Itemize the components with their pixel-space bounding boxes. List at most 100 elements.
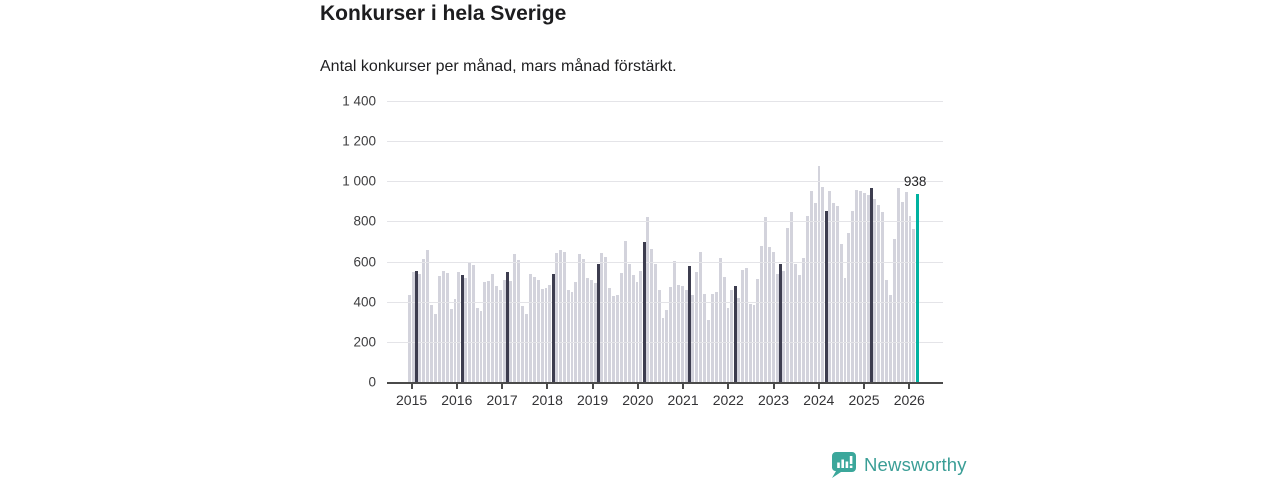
x-tick-label: 2025	[848, 392, 880, 408]
bar	[536, 279, 540, 382]
x-axis-tick	[636, 384, 639, 389]
bar	[748, 303, 752, 382]
bar	[457, 271, 461, 382]
bar-march	[824, 211, 828, 382]
bar	[756, 278, 760, 382]
bar	[736, 297, 740, 382]
bar	[805, 216, 809, 382]
x-axis-tick	[727, 384, 730, 389]
newsworthy-icon	[831, 451, 857, 478]
gridline	[387, 141, 943, 143]
value-annotation: 938	[903, 173, 927, 189]
bar	[627, 263, 631, 382]
x-tick-label: 2024	[803, 392, 835, 408]
bar	[619, 272, 623, 382]
y-tick-label: 600	[353, 254, 376, 270]
bar	[859, 191, 862, 382]
bar	[714, 291, 718, 382]
bar	[593, 282, 597, 382]
bar	[760, 245, 764, 382]
bar	[418, 273, 422, 382]
bar	[764, 217, 768, 382]
bar	[616, 294, 619, 382]
bar	[855, 190, 859, 382]
bar	[684, 289, 688, 382]
bar	[582, 258, 586, 382]
bar-march	[460, 274, 464, 382]
bar-march	[779, 263, 783, 382]
bar	[408, 294, 411, 382]
bar	[843, 277, 847, 382]
bar	[831, 203, 835, 382]
y-tick-label: 400	[353, 294, 376, 310]
bar	[877, 205, 881, 382]
bar	[574, 281, 578, 382]
bar	[681, 285, 684, 382]
bar	[521, 305, 525, 382]
bar	[608, 287, 612, 382]
bar	[847, 233, 851, 382]
chart-title: Konkurser i hela Sverige	[320, 2, 567, 25]
bar	[491, 273, 495, 382]
x-axis-tick	[908, 384, 911, 389]
bar-march	[733, 285, 737, 382]
bar	[768, 246, 771, 382]
bar	[558, 249, 562, 382]
bar	[801, 257, 805, 382]
bar-march	[688, 265, 692, 382]
bar	[885, 279, 889, 382]
bar	[590, 279, 593, 382]
bar	[866, 195, 870, 382]
bar-march	[551, 273, 555, 382]
gridline	[387, 221, 943, 223]
bar	[528, 273, 532, 382]
bar	[441, 270, 445, 382]
gridline	[387, 261, 943, 263]
bar	[463, 277, 467, 382]
gridline	[387, 301, 943, 303]
bar	[635, 281, 639, 382]
bar-march	[597, 263, 601, 382]
bar	[548, 284, 552, 382]
bar	[570, 291, 574, 382]
x-tick-label: 2019	[576, 392, 609, 408]
x-axis-tick	[817, 384, 820, 389]
bar	[645, 217, 649, 382]
bar	[722, 276, 726, 382]
bar	[851, 211, 855, 382]
bar	[661, 317, 665, 382]
bar	[532, 276, 536, 382]
bar	[904, 192, 908, 382]
bar	[718, 257, 722, 382]
bar	[699, 251, 703, 382]
x-axis-tick	[546, 384, 549, 389]
bar	[744, 267, 748, 382]
bar	[449, 308, 453, 382]
bar	[540, 288, 544, 382]
bar	[586, 277, 589, 382]
bar	[612, 295, 616, 382]
bar	[703, 293, 707, 382]
x-tick-label: 2017	[486, 392, 518, 408]
bar	[772, 251, 775, 382]
bar	[426, 249, 430, 382]
bar	[835, 206, 839, 382]
bar	[790, 212, 794, 382]
bar-highlighted	[915, 193, 919, 382]
bar	[434, 313, 437, 382]
bar	[827, 191, 831, 382]
x-axis: 2015 2016 2017 2018 2019 2020 2021 2022 2023 2024…	[396, 384, 925, 418]
bar-march	[870, 188, 874, 382]
bar	[623, 240, 627, 382]
bar	[479, 310, 483, 382]
x-tick-label: 2022	[712, 392, 744, 408]
bar	[691, 294, 695, 382]
bar	[422, 258, 426, 382]
bar	[467, 261, 471, 382]
y-tick-label: 800	[353, 213, 376, 229]
bar	[889, 294, 892, 382]
bar	[471, 264, 475, 382]
bar-march	[506, 271, 510, 382]
newsworthy-logo[interactable]: Newsworthy	[831, 451, 967, 478]
bar	[752, 304, 756, 382]
